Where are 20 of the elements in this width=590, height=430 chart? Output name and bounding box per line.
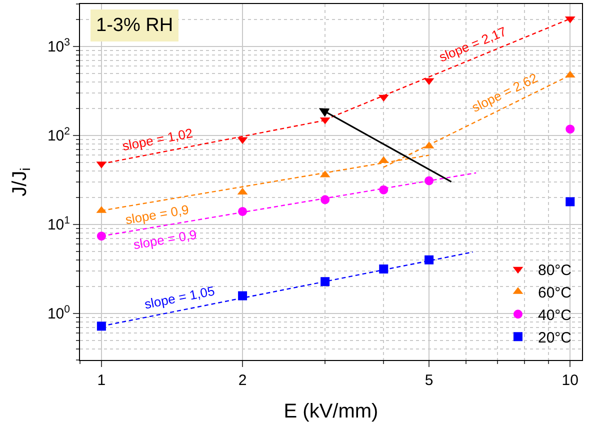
legend-label: 60°C <box>538 284 572 302</box>
annotation: slope = 1,02 <box>121 125 194 154</box>
y-tick-label: 10$^{0}$ <box>47 303 70 323</box>
legend-label: 20°C <box>538 329 572 346</box>
x-axis-title: E (kV/mm) <box>284 400 378 422</box>
annotation: 1-3% RH <box>96 15 174 36</box>
x-tick-label: 1 <box>97 372 106 389</box>
annotation: slope = 0,9 <box>132 226 198 252</box>
x-tick-label: 2 <box>238 372 247 389</box>
annotation: slope = 2,62 <box>469 70 540 116</box>
y-tick-label: 10$^{2}$ <box>47 125 70 145</box>
legend-label: 40°C <box>538 306 572 324</box>
annotation: slope = 0,9 <box>124 202 190 228</box>
y-tick-label: 10$^{1}$ <box>47 214 70 234</box>
annotation: slope = 2,17 <box>436 24 508 65</box>
annotation: slope = 1,05 <box>143 283 216 312</box>
x-tick-label: 10 <box>562 372 578 389</box>
legend-label: 80°C <box>538 262 572 279</box>
x-tick-label: 5 <box>424 372 434 389</box>
y-tick-label: 10$^{3}$ <box>47 36 70 56</box>
